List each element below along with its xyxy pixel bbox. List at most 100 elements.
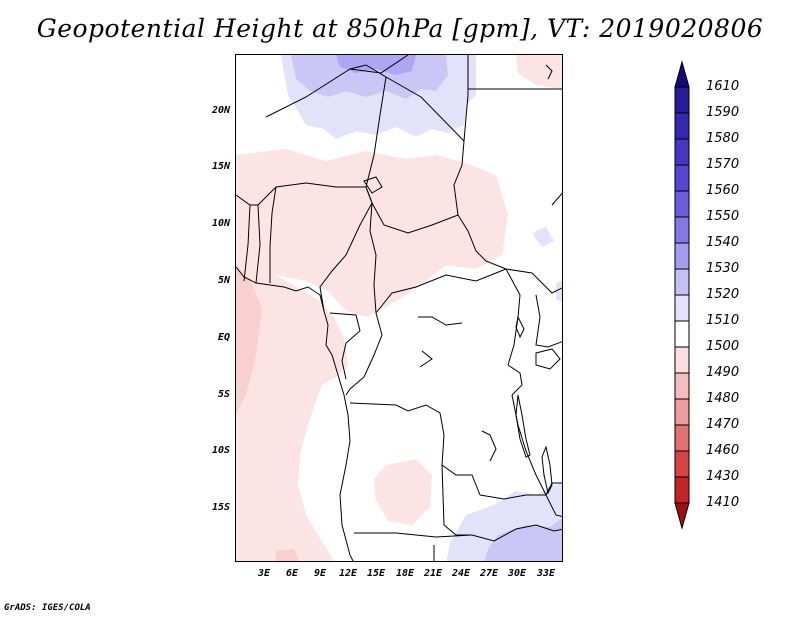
shade-pink-south-corner — [276, 549, 300, 561]
shade-blue-east-small — [532, 227, 554, 247]
colorbar-swatch — [674, 424, 690, 452]
colorbar — [674, 60, 690, 530]
lat-label-10n: 10N — [211, 218, 230, 229]
coast-cameroon-gabon — [323, 310, 345, 396]
lon-label-12e: 12E — [338, 568, 358, 579]
border-benin-togo — [255, 204, 261, 284]
border-nigeria-niger — [275, 182, 366, 188]
colorbar-swatch — [674, 450, 690, 478]
map-svg — [236, 55, 562, 561]
colorbar-label: 1540 — [706, 235, 740, 250]
lon-label-15e: 15E — [366, 568, 386, 579]
colorbar-swatch — [674, 320, 690, 348]
lat-label-5s: 5S — [217, 389, 230, 400]
shading-layer — [236, 55, 562, 561]
colorbar-swatch — [674, 112, 690, 140]
lake-albert — [515, 315, 525, 339]
border-congo-drc — [345, 312, 383, 396]
border-angola-drc-north — [349, 402, 445, 436]
shade-blue-southeast-core — [484, 518, 562, 561]
colorbar-label: 1500 — [706, 339, 740, 354]
border-libya-egypt — [463, 55, 469, 142]
border-angola-namibia — [354, 532, 473, 538]
border-zambia-malawi — [479, 494, 562, 518]
border-burkina — [236, 186, 277, 206]
lon-label-24e: 24E — [451, 568, 471, 579]
river-lualaba — [481, 430, 497, 462]
border-nigeria-benin — [269, 186, 277, 283]
colorbar-swatch — [674, 294, 690, 322]
coast-angola — [339, 394, 354, 561]
colorbar-label: 1590 — [706, 105, 740, 120]
lon-label-27e: 27E — [479, 568, 499, 579]
colorbar-swatch — [674, 268, 690, 296]
lat-label-20n: 20N — [211, 105, 230, 116]
footer-credit: GrADS: IGES/COLA — [4, 603, 91, 613]
river-kasai — [419, 350, 433, 368]
border-uganda-kenya — [535, 294, 562, 348]
shade-pink-northeast — [516, 55, 562, 89]
lon-label-3e: 3E — [257, 568, 271, 579]
colorbar-swatch — [674, 372, 690, 400]
colorbar-swatch — [674, 346, 690, 374]
lat-label-10s: 10S — [211, 445, 230, 456]
colorbar-label: 1510 — [706, 313, 740, 328]
border-south-sudan-east — [505, 268, 562, 294]
shade-blue-east-lake — [556, 280, 562, 302]
river-congo — [418, 316, 463, 326]
border-niger-libya — [349, 64, 387, 78]
colorbar-swatch — [674, 476, 690, 504]
border-zambia-zimbabwe — [471, 524, 562, 542]
colorbar-label: 1570 — [706, 157, 740, 172]
lake-malawi — [541, 445, 553, 495]
shade-pink-atlantic-core — [236, 265, 262, 415]
colorbar-label: 1460 — [706, 443, 740, 458]
boundaries-layer — [236, 55, 562, 561]
colorbar-swatch — [674, 164, 690, 192]
border-drc-tanzania — [511, 394, 547, 496]
lake-victoria — [535, 348, 561, 370]
shade-pink-atlantic — [236, 235, 348, 561]
lon-label-18e: 18E — [395, 568, 415, 579]
colorbar-label: 1480 — [706, 391, 740, 406]
colorbar-label: 1560 — [706, 183, 740, 198]
colorbar-swatch — [674, 138, 690, 166]
map-plot-area — [235, 54, 563, 562]
shade-pink-south-interior — [374, 459, 432, 525]
border-car-sudan — [475, 250, 507, 270]
border-chad-libya — [385, 76, 465, 142]
coast-west-africa — [236, 266, 325, 312]
border-gabon-congo — [329, 312, 361, 380]
coast-red-sea — [545, 64, 553, 80]
colorbar-label: 1580 — [706, 131, 740, 146]
lat-label-15n: 15N — [211, 161, 230, 172]
colorbar-label: 1430 — [706, 469, 740, 484]
border-chad-car — [371, 202, 459, 234]
border-car-drc — [375, 268, 507, 314]
lon-label-33e: 33E — [536, 568, 556, 579]
colorbar-label: 1530 — [706, 261, 740, 276]
colorbar-swatch — [674, 398, 690, 426]
border-rwanda-burundi — [507, 364, 523, 396]
lat-label-15s: 15S — [211, 502, 230, 513]
border-togo-ghana — [243, 204, 251, 282]
colorbar-top-arrow — [674, 60, 690, 88]
lon-label-9e: 9E — [313, 568, 327, 579]
shade-pink-sahel — [236, 149, 508, 317]
colorbar-label: 1470 — [706, 417, 740, 432]
chart-title: Geopotential Height at 850hPa [gpm], VT:… — [36, 14, 764, 43]
lat-label-5n: 5N — [217, 275, 230, 286]
colorbar-label: 1490 — [706, 365, 740, 380]
colorbar-swatch — [674, 190, 690, 218]
colorbar-swatch — [674, 216, 690, 244]
colorbar-label: 1520 — [706, 287, 740, 302]
colorbar-swatch — [674, 86, 690, 114]
colorbar-label: 1610 — [706, 79, 740, 94]
colorbar-swatch — [674, 242, 690, 270]
lon-label-30e: 30E — [507, 568, 527, 579]
border-ethiopia — [551, 192, 562, 206]
lake-tanganyika — [515, 394, 531, 458]
lake-chad — [363, 176, 383, 194]
colorbar-label: 1410 — [706, 495, 740, 510]
border-cameroon-car — [369, 202, 377, 314]
